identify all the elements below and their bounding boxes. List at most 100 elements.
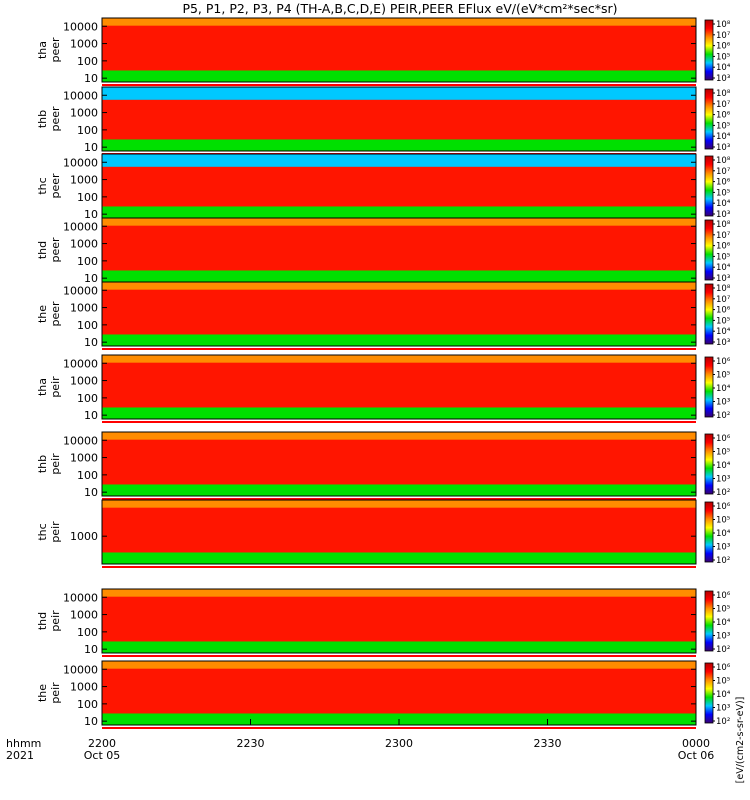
colorbar-tick-label: 10⁴ (716, 327, 731, 337)
ytick-label: 10000 (63, 434, 98, 447)
colorbar-tick-label: 10⁴ (716, 529, 731, 539)
colorbar-tick-label: 10⁶ (716, 357, 731, 367)
flux-core-band (102, 289, 696, 335)
flux-core-band (102, 25, 696, 71)
colorbar-tick-label: 10³ (716, 632, 730, 642)
colorbar-swatch (704, 88, 714, 150)
colorbar-tick-label: 10⁵ (716, 121, 730, 131)
colorbar-tick-label: 10⁵ (716, 188, 730, 198)
noise-band (102, 87, 696, 100)
low-energy-band (102, 139, 696, 151)
panel-the_peir: 10000 1000 100 10 thepeir 10⁶ 10⁵ 10⁴ 10³ 10² (36, 660, 731, 729)
colorbar-swatch (704, 662, 714, 724)
panel-frame (101, 281, 697, 347)
colorbar-tick-label: 10⁵ (716, 448, 730, 458)
colorbar-tick-label: 10³ (716, 274, 730, 284)
panel-stack: 10000100010010thapeer10⁸10⁷10⁶10⁵10⁴10³1… (36, 17, 731, 729)
panel-separator (102, 498, 696, 500)
colorbar-tick-label: 10³ (716, 210, 730, 220)
colorbar-unit-label: [eV/(cm2-s-sr-eV)] (735, 697, 746, 784)
xtick-hhmm-label: 2300 (385, 737, 413, 750)
colorbar-tick-label: 10⁴ (716, 618, 731, 628)
colorbar-swatch (704, 356, 714, 418)
panel-label: thcpeer (36, 173, 62, 199)
xtick-hhmm-label: 0000 (682, 737, 710, 750)
ytick-label: 1000 (70, 375, 98, 388)
low-energy-band (102, 334, 696, 346)
ytick-label: 10 (84, 409, 98, 422)
ytick-label: 10000 (63, 20, 98, 33)
ytick-label: 1000 (70, 452, 98, 465)
colorbar-tick-label: 10⁵ (716, 371, 730, 381)
flux-core-band (102, 596, 696, 642)
flux-core-band (102, 362, 696, 408)
colorbar-tick-label: 10² (716, 411, 730, 421)
colorbar-tick-label: 10³ (716, 143, 730, 153)
ytick-label: 100 (77, 191, 98, 204)
ytick-label: 10000 (63, 156, 98, 169)
colorbar-tick-label: 10⁷ (716, 295, 731, 305)
colorbar-tick-label: 10⁵ (716, 516, 730, 526)
panel-label: thdpeer (36, 237, 62, 263)
colorbar-tick-label: 10⁸ (716, 220, 731, 230)
colorbar-the_peir: 10⁶ 10⁵ 10⁴ 10³ 10² (704, 662, 731, 727)
ytick-label: 100 (77, 55, 98, 68)
colorbar-tick-label: 10⁸ (716, 156, 731, 166)
low-energy-band (102, 641, 696, 653)
ytick-label: 10000 (63, 591, 98, 604)
colorbar-swatch (704, 433, 714, 495)
hhmm-row-label: hhmm (6, 737, 41, 750)
ytick-label: 10000 (63, 89, 98, 102)
ytick-label: 100 (77, 469, 98, 482)
ytick-label: 10 (84, 208, 98, 221)
ytick-label: 100 (77, 626, 98, 639)
panel-separator (102, 655, 696, 657)
xtick-date-label: Oct 05 (84, 749, 121, 762)
colorbar-tick-label: 10⁵ (716, 252, 730, 262)
panel-thc_peir: 1000 thcpeir 10⁶ 10⁵ 10⁴ 10³ 10² (36, 499, 731, 568)
colorbar-thd_peir: 10⁶ 10⁵ 10⁴ 10³ 10² (704, 590, 731, 655)
panel-label: thdpeir (36, 610, 62, 632)
colorbar-tha_peir: 10⁶ 10⁵ 10⁴ 10³ 10² (704, 356, 731, 421)
colorbar-tick-label: 10³ (716, 74, 730, 84)
colorbar-tick-label: 10³ (716, 398, 730, 408)
colorbar-tick-label: 10⁸ (716, 89, 731, 99)
colorbar-tick-label: 10⁶ (716, 591, 731, 601)
ytick-label: 100 (77, 698, 98, 711)
panel-thd_peir: 10000 1000 100 10 thdpeir 10⁶ 10⁵ 10⁴ 10³ 10² (36, 588, 731, 657)
panel-tha_peir: 10000 1000 100 10 thapeir 10⁶ 10⁵ 10⁴ 10³ 10² (36, 354, 731, 423)
flux-core-band (102, 507, 696, 553)
colorbar-swatch (704, 219, 714, 281)
ytick-label: 10 (84, 336, 98, 349)
figure-title: P5, P1, P2, P3, P4 (TH-A,B,C,D,E) PEIR,P… (182, 1, 617, 16)
ytick-label: 1000 (70, 681, 98, 694)
flux-core-band (102, 668, 696, 714)
ytick-label: 100 (77, 319, 98, 332)
panel-frame (101, 86, 697, 152)
noise-band (102, 154, 696, 167)
ytick-label: 10 (84, 643, 98, 656)
colorbar-tick-label: 10⁵ (716, 316, 730, 326)
colorbar-tick-label: 10⁶ (716, 502, 731, 512)
panel-frame (101, 499, 697, 565)
ytick-label: 1000 (70, 238, 98, 251)
panel-label: thepeer (36, 301, 62, 327)
year-row-label: 2021 (6, 749, 34, 762)
ytick-label: 1000 (70, 302, 98, 315)
ytick-label: 1000 (70, 174, 98, 187)
colorbar-tick-label: 10⁶ (716, 178, 731, 188)
flux-core-band (102, 161, 696, 207)
colorbar-thb_peir: 10⁶ 10⁵ 10⁴ 10³ 10² (704, 433, 731, 498)
colorbar-tick-label: 10⁴ (716, 63, 731, 73)
panel-frame (101, 17, 697, 83)
ytick-label: 1000 (70, 38, 98, 51)
panel-thb_peir: 10000 1000 100 10 thbpeir 10⁶ 10⁵ 10⁴ 10³ 10² (36, 431, 731, 500)
colorbar-tick-label: 10⁶ (716, 42, 731, 52)
panel-label: thapeer (36, 37, 62, 63)
